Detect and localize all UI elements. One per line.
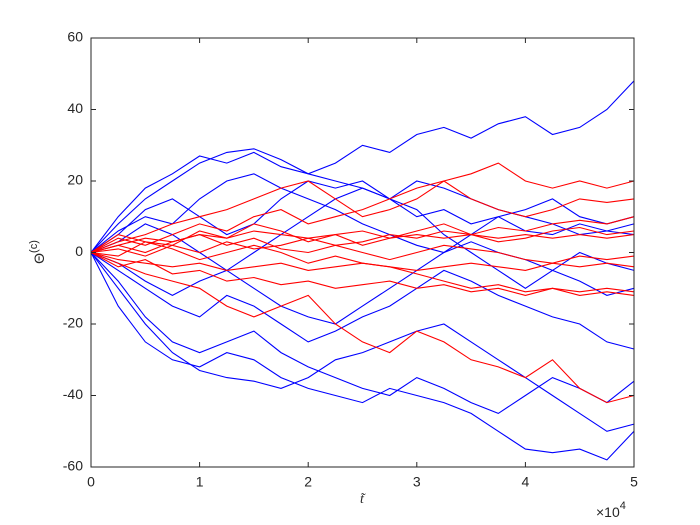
plot-area xyxy=(90,80,635,461)
series-line xyxy=(90,226,635,257)
series-line xyxy=(90,180,635,297)
y-axis-label: Θ(c) xyxy=(28,240,47,264)
x-tick-label: 3 xyxy=(413,474,421,490)
y-tick-label: -60 xyxy=(63,458,83,474)
x-tick-label: 4 xyxy=(522,474,530,490)
series-line xyxy=(90,216,635,253)
series-line xyxy=(90,252,635,461)
y-label-main: Θ xyxy=(31,253,47,264)
y-tick-label: 20 xyxy=(67,172,83,188)
series-line xyxy=(90,251,635,404)
y-tick-label: 0 xyxy=(75,243,83,259)
series-line xyxy=(90,252,635,415)
x-multiplier-base: ×10 xyxy=(596,504,620,520)
y-tick-label: -40 xyxy=(63,386,83,402)
x-tick-label: 1 xyxy=(196,474,204,490)
series-line xyxy=(90,173,635,296)
series-line xyxy=(90,80,635,253)
x-multiplier-exp: 4 xyxy=(620,500,626,512)
series-line xyxy=(90,252,635,296)
series-line xyxy=(90,252,635,432)
x-tick-label: 0 xyxy=(87,474,95,490)
x-axis-label: t̃ xyxy=(360,492,366,507)
x-multiplier: ×104 xyxy=(596,500,626,520)
series-line xyxy=(90,180,635,289)
y-label-sup: (c) xyxy=(28,240,40,253)
series-line xyxy=(90,234,635,264)
series-line xyxy=(90,241,635,296)
x-tick-label: 2 xyxy=(304,474,312,490)
series-line xyxy=(90,252,635,350)
y-tick-label: 60 xyxy=(67,29,83,45)
y-tick-label: -20 xyxy=(63,315,83,331)
x-tick-label: 5 xyxy=(630,474,638,490)
y-tick-label: 40 xyxy=(67,100,83,116)
series-line xyxy=(90,180,635,253)
series-line xyxy=(90,162,635,254)
